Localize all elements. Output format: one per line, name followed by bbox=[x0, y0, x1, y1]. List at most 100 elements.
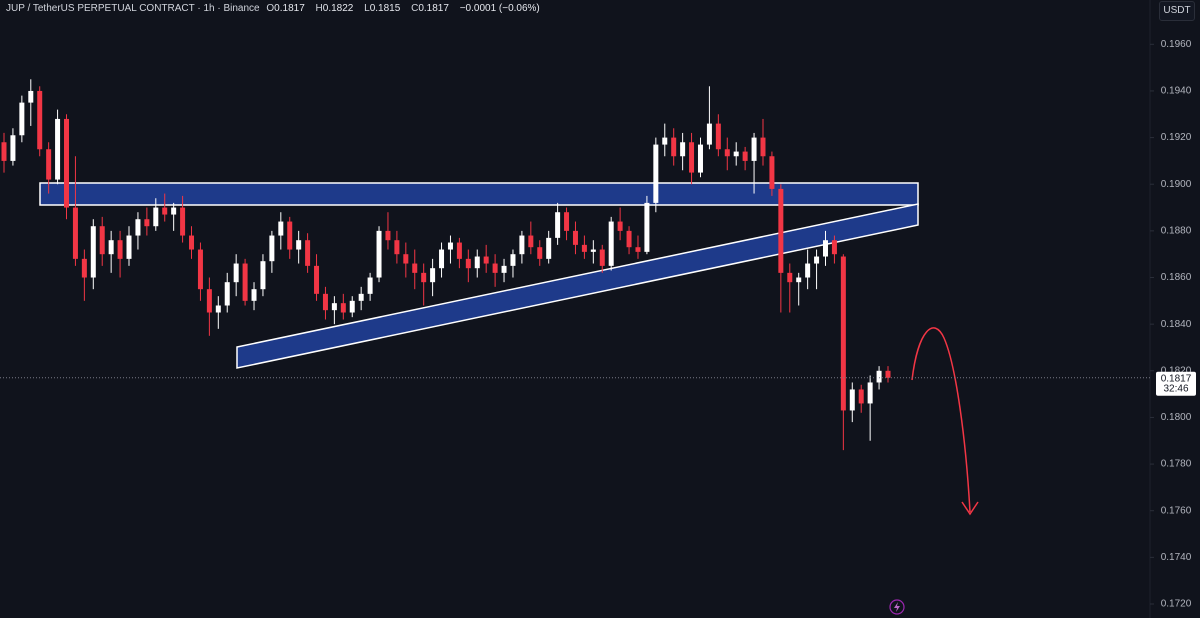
lightning-icon[interactable] bbox=[889, 599, 905, 615]
candle-body bbox=[814, 256, 820, 264]
candle-body bbox=[635, 247, 641, 252]
y-tick-label: 0.1780 bbox=[1161, 459, 1192, 470]
candle-body bbox=[706, 123, 712, 145]
candle-body bbox=[760, 137, 766, 157]
candle-body bbox=[787, 272, 793, 283]
candle-body bbox=[37, 90, 43, 150]
candle-body bbox=[287, 221, 293, 250]
candle-body bbox=[180, 207, 186, 236]
candle-body bbox=[528, 235, 534, 248]
candle-body bbox=[564, 212, 570, 231]
candle-body bbox=[296, 240, 302, 250]
y-tick-label: 0.1860 bbox=[1161, 272, 1192, 283]
candle-body bbox=[171, 207, 177, 215]
y-tick-label: 0.1880 bbox=[1161, 226, 1192, 237]
candle-body bbox=[456, 242, 462, 259]
ohlc-value: 0.1815 bbox=[369, 3, 401, 14]
candle-body bbox=[421, 272, 427, 283]
candle-body bbox=[483, 256, 489, 264]
candle-body bbox=[90, 226, 96, 278]
candle-body bbox=[546, 237, 552, 259]
candle-body bbox=[206, 289, 212, 313]
candle-body bbox=[822, 240, 828, 257]
candle-body bbox=[64, 118, 70, 208]
ohlc-high: H0.1822 bbox=[316, 3, 358, 14]
candle-body bbox=[108, 240, 114, 255]
candle-body bbox=[867, 382, 873, 404]
price-change: −0.0001 (−0.06%) bbox=[459, 3, 540, 14]
candle-body bbox=[81, 258, 87, 278]
candle-body bbox=[474, 256, 480, 269]
candle-body bbox=[224, 282, 230, 306]
candle-body bbox=[28, 90, 34, 103]
candle-body bbox=[412, 263, 418, 273]
candle-body bbox=[751, 137, 757, 161]
candle-body bbox=[465, 258, 471, 269]
candle-body bbox=[1, 142, 7, 161]
candle-body bbox=[626, 230, 632, 248]
forecast-arrow bbox=[911, 327, 971, 513]
y-tick-label: 0.1740 bbox=[1161, 552, 1192, 563]
ohlc-close: C0.1817 bbox=[411, 3, 453, 14]
candle-body bbox=[233, 263, 239, 283]
candle-body bbox=[197, 249, 203, 290]
candle-body bbox=[394, 240, 400, 255]
candle-body bbox=[99, 226, 105, 255]
y-tick-label: 0.1900 bbox=[1161, 179, 1192, 190]
resistance-zone bbox=[39, 182, 919, 206]
candle-body bbox=[162, 207, 168, 215]
candle-body bbox=[260, 261, 266, 290]
candle-body bbox=[340, 303, 346, 313]
candle-body bbox=[680, 142, 686, 157]
y-tick-label: 0.1800 bbox=[1161, 412, 1192, 423]
candle-body bbox=[430, 268, 436, 283]
candle-body bbox=[46, 149, 52, 180]
candle-body bbox=[796, 277, 802, 283]
candle-body bbox=[599, 249, 605, 266]
candle-body bbox=[555, 212, 561, 238]
candle-body bbox=[322, 293, 328, 311]
candle-body bbox=[314, 265, 320, 294]
candle-body bbox=[189, 235, 195, 250]
y-tick-label: 0.1960 bbox=[1161, 39, 1192, 50]
candle-body bbox=[840, 256, 846, 411]
y-tick-label: 0.1940 bbox=[1161, 86, 1192, 97]
ohlc-value: 0.1822 bbox=[322, 3, 354, 14]
candle-body bbox=[501, 265, 507, 273]
candle-body bbox=[876, 370, 882, 383]
candle-body bbox=[778, 188, 784, 273]
candle-body bbox=[572, 230, 578, 245]
candle-body bbox=[367, 277, 373, 294]
candle-body bbox=[144, 219, 150, 227]
candle-body bbox=[55, 118, 61, 180]
candle-body bbox=[662, 137, 668, 145]
candle-body bbox=[135, 219, 141, 236]
candle-body bbox=[617, 221, 623, 231]
candle-body bbox=[269, 235, 275, 262]
ohlc-key: O bbox=[266, 3, 275, 14]
candle-body bbox=[769, 156, 775, 189]
candle-body bbox=[849, 389, 855, 411]
candle-body bbox=[519, 235, 525, 255]
candle-body bbox=[117, 240, 123, 259]
candle-body bbox=[537, 247, 543, 259]
candle-body bbox=[742, 151, 748, 161]
candle-body bbox=[581, 244, 587, 252]
candle-body bbox=[885, 370, 891, 378]
last-price-box bbox=[1156, 371, 1196, 396]
candle-body bbox=[510, 254, 516, 266]
candle-body bbox=[251, 289, 257, 301]
last-price-label: 0.1817 bbox=[1161, 373, 1192, 384]
candle-body bbox=[376, 230, 382, 278]
candle-body bbox=[385, 230, 391, 241]
symbol-header: JUP / TetherUS PERPETUAL CONTRACT · 1h ·… bbox=[6, 3, 544, 14]
y-tick-label: 0.1820 bbox=[1161, 365, 1192, 376]
candle-body bbox=[671, 137, 677, 157]
candle-body bbox=[715, 123, 721, 150]
y-tick-label: 0.1920 bbox=[1161, 132, 1192, 143]
currency-button[interactable]: USDT bbox=[1159, 1, 1195, 21]
candle-body bbox=[805, 263, 811, 278]
ohlc-open: O0.1817 bbox=[266, 3, 308, 14]
